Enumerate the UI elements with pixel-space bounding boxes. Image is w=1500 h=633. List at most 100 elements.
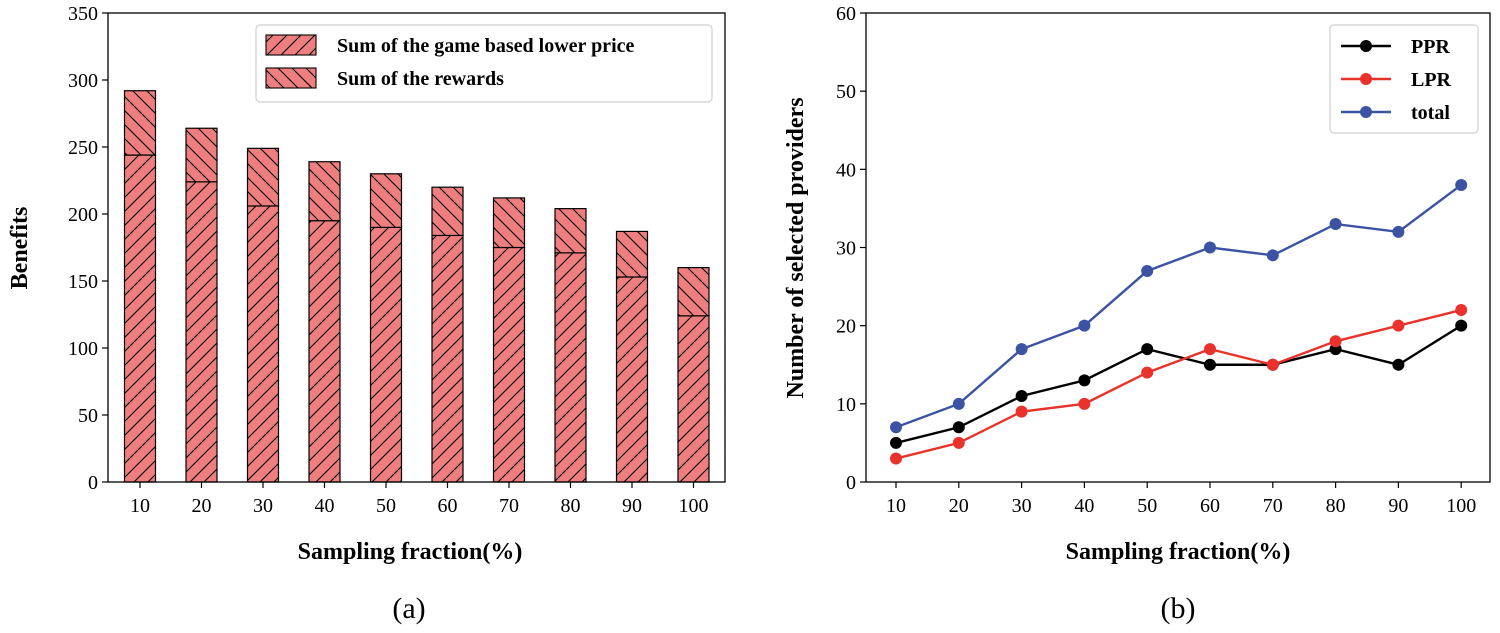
point-total (1078, 319, 1091, 332)
x-tick-label-a: 70 (499, 495, 519, 517)
x-tick-label-b: 50 (1137, 495, 1157, 517)
x-tick-label-b: 30 (1012, 495, 1032, 517)
y-tick-label-a: 50 (78, 405, 98, 427)
x-tick-label-b: 80 (1326, 495, 1346, 517)
series-line-total (895, 184, 1462, 429)
y-tick-label-b: 50 (836, 81, 856, 103)
point-lpr (1078, 397, 1091, 410)
bar-lower-price (554, 252, 587, 483)
x-axis-label-a: Sampling fraction(%) (298, 539, 523, 565)
legend-box-b (1329, 24, 1479, 134)
bar-lower-price (123, 154, 157, 483)
plot-frame-a (107, 12, 726, 483)
x-tick-label-a: 40 (315, 495, 335, 517)
point-lpr (1455, 304, 1468, 317)
point-ppr (1078, 374, 1091, 387)
series-line-lpr (895, 308, 1462, 460)
point-ppr (1204, 358, 1216, 371)
legend-marker (1360, 73, 1372, 85)
point-lpr (952, 436, 965, 449)
point-lpr (890, 452, 902, 465)
point-lpr (1329, 335, 1342, 348)
point-lpr (1015, 405, 1028, 418)
x-tick-label-a: 10 (130, 495, 150, 517)
y-tick-label-b: 30 (836, 238, 856, 260)
x-tick-label-a: 80 (561, 495, 581, 517)
bar-lower-price (677, 315, 710, 483)
point-total (1329, 218, 1342, 231)
point-ppr (1015, 390, 1028, 403)
point-total (1266, 249, 1279, 262)
bar-rewards (308, 161, 341, 222)
point-total (890, 421, 902, 434)
bar-lower-price (492, 246, 526, 483)
point-lpr (1392, 319, 1405, 332)
point-total (1015, 343, 1028, 356)
y-tick-label-b: 20 (836, 316, 856, 338)
chart-a: 0 50 100 150 200 250 300 350 10 20 30 40 50 60 70 80 90 1… (7, 3, 726, 625)
point-lpr (1204, 343, 1216, 356)
legend-label: PPR (1411, 36, 1450, 58)
y-tick-label-a: 0 (88, 472, 98, 494)
caption-b: (b) (1161, 592, 1196, 625)
bar-rewards (677, 267, 710, 317)
y-tick-label-a: 200 (68, 204, 98, 226)
point-ppr (1141, 343, 1154, 356)
legend-marker (1360, 40, 1372, 52)
y-axis-label-a: Benefits (7, 207, 33, 290)
x-tick-label-b: 60 (1200, 495, 1220, 517)
bar-rewards (123, 90, 157, 156)
x-tick-label-b: 40 (1074, 495, 1094, 517)
x-tick-label-a: 50 (376, 495, 396, 517)
bar-lower-price (431, 234, 464, 483)
bar-lower-price (615, 276, 649, 483)
bar-lower-price (369, 226, 403, 483)
point-lpr (1141, 366, 1154, 379)
y-tick-label-b: 0 (846, 472, 856, 494)
legend-label: Sum of the rewards (337, 68, 504, 90)
bar-lower-price (185, 181, 218, 483)
bar-rewards (246, 147, 280, 207)
legend-label: total (1411, 102, 1450, 124)
legend-label: LPR (1411, 69, 1452, 91)
bar-lower-price (308, 220, 341, 483)
bar-rewards (185, 127, 218, 183)
x-tick-label-a: 30 (253, 495, 273, 517)
point-total (1392, 225, 1405, 238)
bar-rewards (554, 208, 587, 254)
bar-rewards (615, 230, 649, 278)
legend-b: PPR LPR total (1329, 24, 1479, 134)
y-tick-label-b: 60 (836, 3, 856, 25)
y-tick-label-a: 100 (68, 338, 98, 360)
y-axis-label-b: Number of selected providers (783, 97, 809, 398)
y-tick-label-a: 150 (68, 271, 98, 293)
bar-rewards (492, 197, 526, 249)
legend-marker (1360, 106, 1372, 118)
y-tick-label-a: 250 (68, 137, 98, 159)
y-tick-label-b: 40 (836, 159, 856, 181)
x-tick-label-b: 10 (886, 495, 906, 517)
legend-swatch (265, 34, 317, 56)
point-ppr (1392, 358, 1405, 371)
point-ppr (1455, 319, 1468, 332)
x-tick-label-b: 20 (949, 495, 969, 517)
x-tick-label-a: 60 (438, 495, 458, 517)
point-total (952, 397, 965, 410)
point-total (1204, 241, 1216, 254)
x-tick-label-a: 100 (679, 495, 709, 517)
legend-box-a (255, 24, 713, 103)
bar-rewards (431, 186, 464, 237)
chart-b: 0 10 20 30 40 50 60 10 20 30 40 50 60 70 80 90 100 PPR LPR… (783, 3, 1491, 625)
x-tick-label-a: 90 (622, 495, 642, 517)
point-lpr (1266, 358, 1279, 371)
x-axis-label-b: Sampling fraction(%) (1066, 539, 1291, 565)
point-total (1141, 264, 1154, 277)
y-tick-label-a: 350 (68, 3, 98, 25)
x-tick-label-b: 70 (1263, 495, 1283, 517)
point-total (1455, 178, 1468, 191)
x-tick-label-b: 90 (1388, 495, 1408, 517)
x-tick-label-b: 100 (1446, 495, 1476, 517)
x-tick-label-a: 20 (192, 495, 212, 517)
legend-a: Sum of the game based lower price Sum of … (255, 24, 713, 103)
